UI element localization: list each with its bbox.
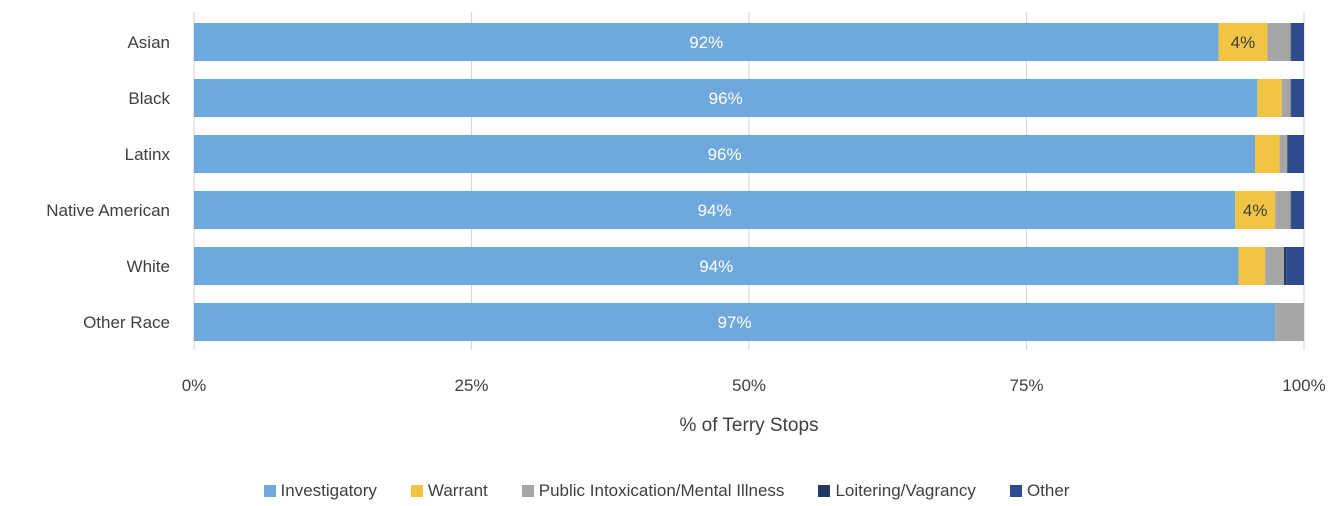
legend-label: Public Intoxication/Mental Illness bbox=[538, 481, 785, 500]
data-labels: 92% 4% 96% 96% 94% 4% 94% 97% bbox=[689, 33, 1267, 332]
x-tick-label: 50% bbox=[732, 376, 766, 395]
category-label: Asian bbox=[127, 33, 170, 52]
bar-segment bbox=[1286, 247, 1304, 285]
legend-label: Investigatory bbox=[280, 481, 377, 500]
bar-segment bbox=[1238, 247, 1266, 285]
bar-segment bbox=[1291, 191, 1304, 229]
bar-segment bbox=[1275, 191, 1291, 229]
bar-segment bbox=[1275, 303, 1304, 341]
data-label: 97% bbox=[718, 313, 752, 332]
x-tick-label: 75% bbox=[1009, 376, 1043, 395]
bar-segment bbox=[194, 303, 1276, 341]
bar-segment bbox=[194, 135, 1256, 173]
category-label: Latinx bbox=[125, 145, 171, 164]
bar-segment bbox=[194, 23, 1219, 61]
x-tick-label: 25% bbox=[454, 376, 488, 395]
bar-segment bbox=[1265, 247, 1285, 285]
bar-segment bbox=[1291, 23, 1304, 61]
bar-segment bbox=[1290, 79, 1292, 117]
bar-segment bbox=[194, 79, 1258, 117]
legend: Investigatory Warrant Public Intoxication/… bbox=[0, 481, 1333, 501]
x-tick-label: 100% bbox=[1282, 376, 1325, 395]
bar-segment bbox=[1279, 135, 1288, 173]
legend-swatch bbox=[521, 485, 534, 497]
bar-segment bbox=[1267, 23, 1291, 61]
gridlines bbox=[193, 12, 1305, 350]
legend-swatch bbox=[818, 485, 831, 497]
legend-item: Warrant bbox=[410, 481, 488, 501]
data-label: 96% bbox=[709, 89, 743, 108]
legend-swatch bbox=[410, 485, 423, 497]
bar-segment bbox=[194, 247, 1239, 285]
legend-label: Loitering/Vagrancy bbox=[835, 481, 976, 500]
category-labels: Asian Black Latinx Native American White Othe… bbox=[46, 33, 170, 332]
legend-swatch bbox=[1009, 485, 1022, 497]
legend-item: Public Intoxication/Mental Illness bbox=[521, 481, 785, 501]
category-label: Black bbox=[128, 89, 170, 108]
legend-item: Investigatory bbox=[263, 481, 377, 501]
bar-segment bbox=[1255, 135, 1280, 173]
legend-swatch bbox=[263, 485, 276, 497]
bars bbox=[194, 23, 1304, 341]
data-label: 94% bbox=[698, 201, 732, 220]
data-label: 94% bbox=[699, 257, 733, 276]
stacked-bar-chart: 92% 4% 96% 96% 94% 4% 94% 97% Asian Black Latinx N… bbox=[46, 12, 1326, 436]
bar-segment bbox=[1235, 191, 1276, 229]
bar-segment bbox=[1281, 79, 1291, 117]
bar-segment bbox=[194, 191, 1236, 229]
bar-segment bbox=[1291, 79, 1304, 117]
x-axis-title: % of Terry Stops bbox=[679, 415, 818, 436]
legend-item: Loitering/Vagrancy bbox=[818, 481, 976, 501]
bar-segment bbox=[1257, 79, 1282, 117]
bar-segment bbox=[1218, 23, 1268, 61]
data-label: 96% bbox=[708, 145, 742, 164]
data-label: 92% bbox=[689, 33, 723, 52]
category-label: White bbox=[127, 257, 170, 276]
legend-item: Other bbox=[1009, 481, 1070, 501]
legend-label: Other bbox=[1026, 481, 1070, 500]
bar-segment bbox=[1287, 135, 1289, 173]
category-label: Other Race bbox=[83, 313, 170, 332]
bar-segment bbox=[1290, 23, 1292, 61]
legend-label: Warrant bbox=[427, 481, 488, 500]
x-tick-label: 0% bbox=[182, 376, 207, 395]
bar-segment bbox=[1288, 135, 1304, 173]
x-tick-labels: 0% 25% 50% 75% 100% bbox=[182, 376, 1326, 395]
data-label: 4% bbox=[1243, 201, 1268, 220]
bar-segment bbox=[1284, 247, 1287, 285]
data-label: 4% bbox=[1231, 33, 1256, 52]
bar-segment bbox=[1290, 191, 1292, 229]
category-label: Native American bbox=[46, 201, 170, 220]
